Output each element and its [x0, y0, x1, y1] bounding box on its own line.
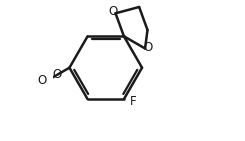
Text: F: F — [129, 95, 136, 108]
Text: O: O — [109, 5, 118, 18]
Text: O: O — [53, 68, 62, 81]
Text: O: O — [143, 41, 152, 54]
Text: O: O — [37, 74, 46, 87]
